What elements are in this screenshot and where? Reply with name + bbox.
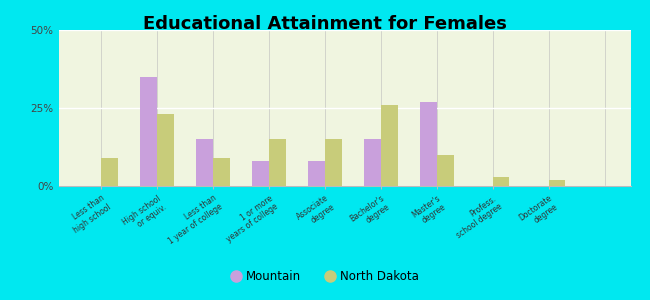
Bar [325,139,342,186]
Bar [252,161,269,186]
Bar [157,114,174,186]
Bar [140,77,157,186]
Bar [437,155,454,186]
Bar [269,139,286,186]
Bar [420,102,437,186]
Bar [213,158,230,186]
Bar [364,139,381,186]
Bar [101,158,118,186]
Text: Educational Attainment for Females: Educational Attainment for Females [143,15,507,33]
Bar [308,161,325,186]
Bar [549,180,566,186]
Bar [196,139,213,186]
Legend: Mountain, North Dakota: Mountain, North Dakota [226,266,424,288]
Bar [493,177,510,186]
Bar [381,105,398,186]
